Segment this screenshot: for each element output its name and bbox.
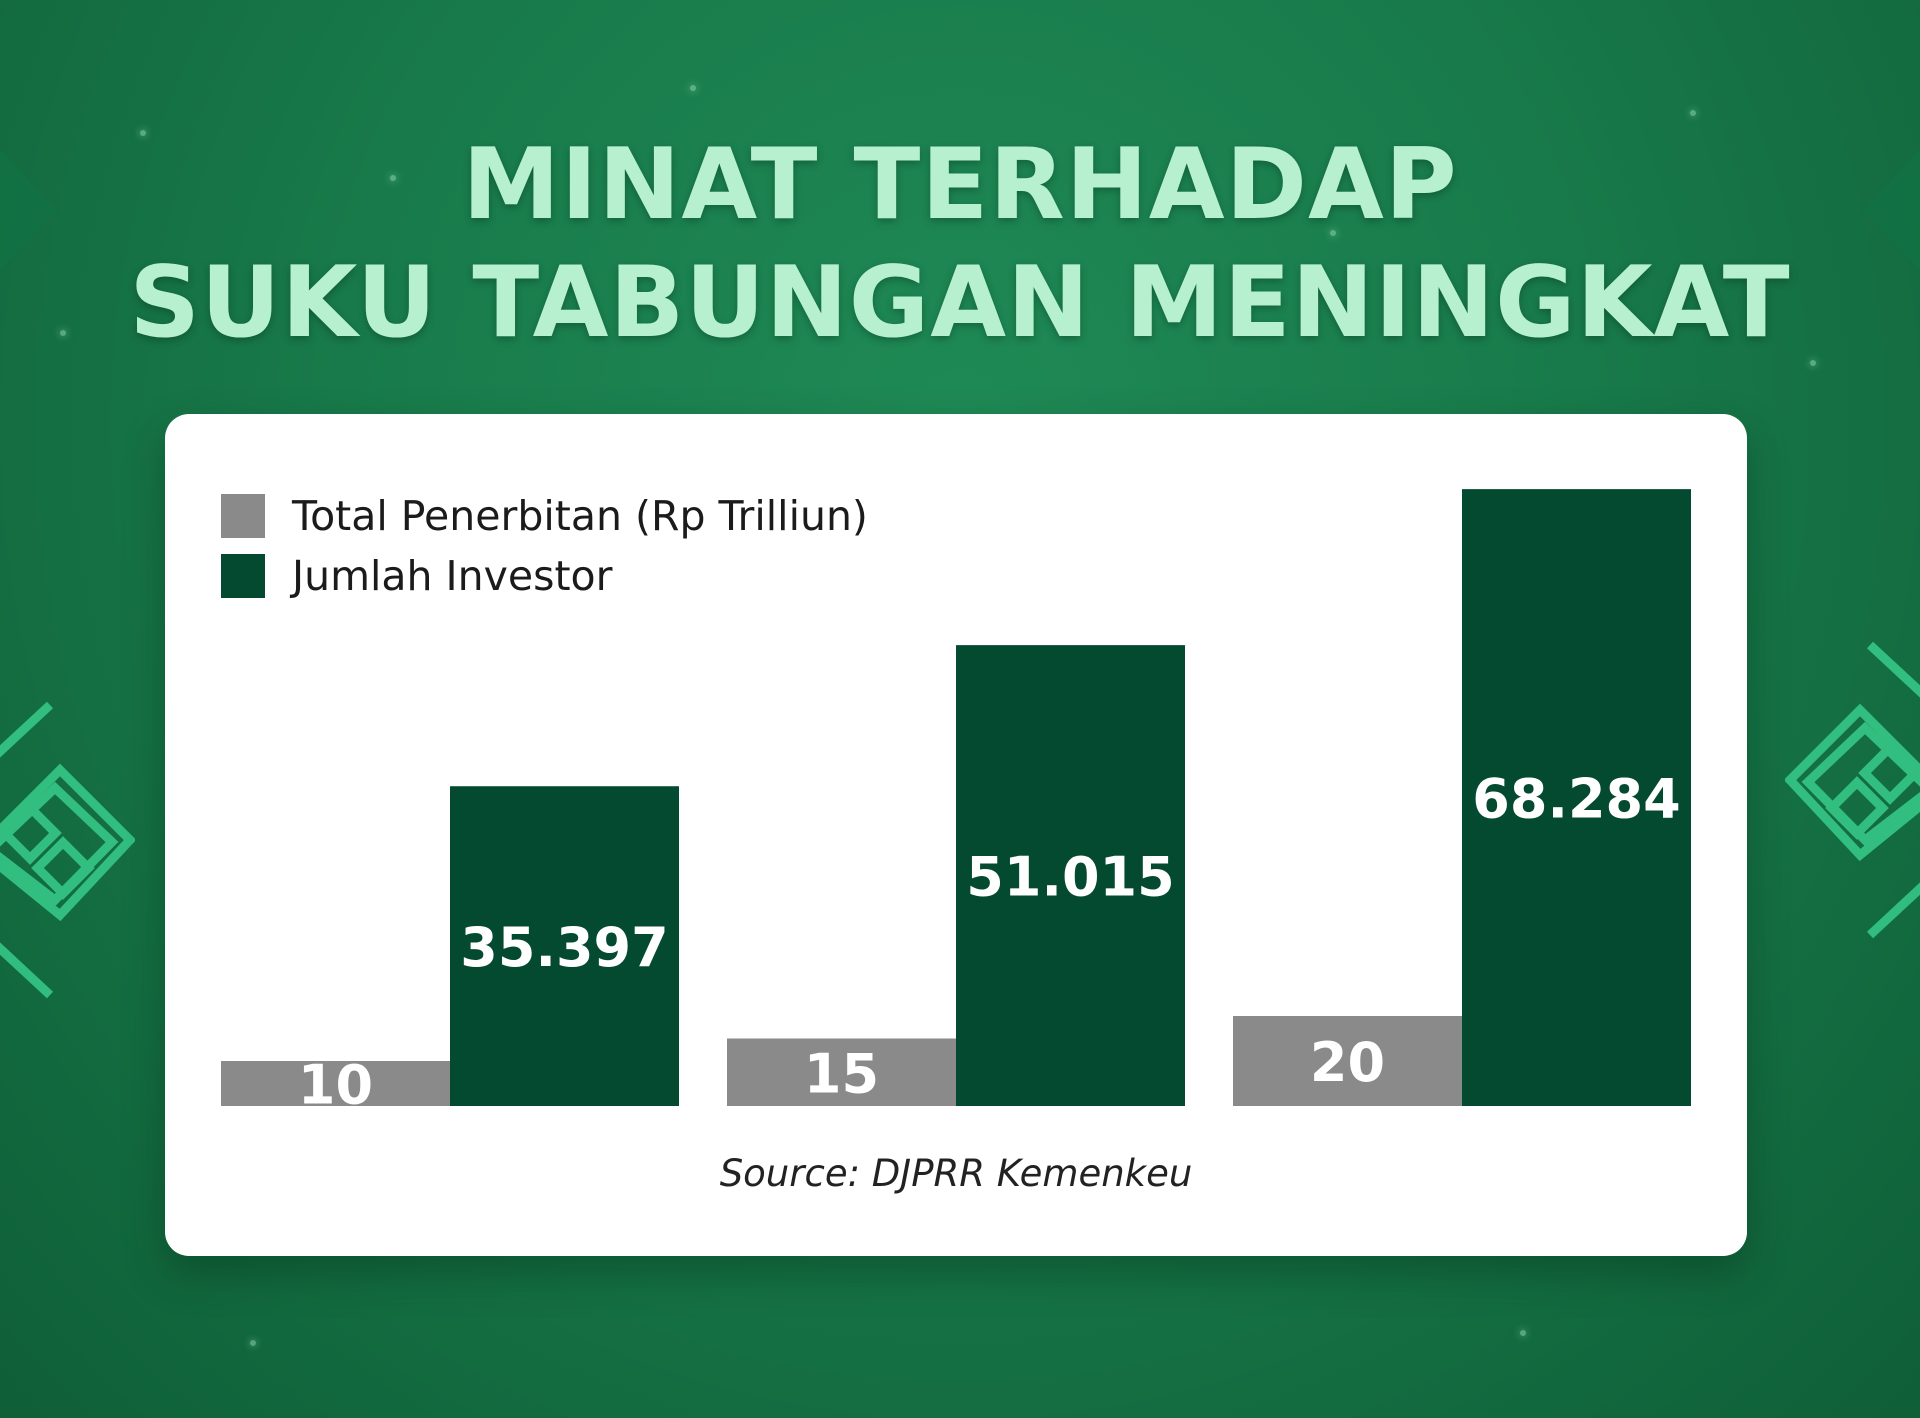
page-title-line-1: MINAT TERHADAP bbox=[462, 128, 1458, 242]
left-pattern-ornament bbox=[0, 701, 135, 999]
left-arrow-ornament bbox=[0, 150, 56, 270]
bar-total-penerbitan bbox=[727, 1038, 956, 1106]
legend-item-total-penerbitan: Total Penerbitan (Rp Trilliun) bbox=[221, 486, 868, 546]
data-label-total-penerbitan: 10 bbox=[298, 1054, 373, 1117]
bar-jumlah-investor bbox=[1462, 489, 1691, 1107]
right-arrow-ornament bbox=[1864, 150, 1920, 270]
sparkle-decoration bbox=[690, 85, 696, 91]
bar-total-penerbitan bbox=[221, 1061, 450, 1106]
sparkle-decoration bbox=[60, 330, 66, 336]
bar-jumlah-investor bbox=[956, 645, 1185, 1106]
source-note: Source: DJPRR Kemenkeu bbox=[719, 1152, 1193, 1195]
sparkle-decoration bbox=[1690, 110, 1696, 116]
sparkle-decoration bbox=[390, 175, 396, 181]
data-label-total-penerbitan: 15 bbox=[804, 1042, 879, 1105]
sparkle-decoration bbox=[1520, 1330, 1526, 1336]
legend-label-jumlah-investor: Jumlah Investor bbox=[292, 552, 613, 600]
bar-total-penerbitan bbox=[1233, 1016, 1462, 1106]
data-label-jumlah-investor: 51.015 bbox=[966, 846, 1174, 909]
chart-legend: Total Penerbitan (Rp Trilliun) Jumlah In… bbox=[221, 486, 868, 606]
sparkle-decoration bbox=[1810, 360, 1816, 366]
right-pattern-ornament bbox=[1785, 641, 1920, 939]
data-label-jumlah-investor: 35.397 bbox=[460, 916, 668, 979]
legend-label-total-penerbitan: Total Penerbitan (Rp Trilliun) bbox=[292, 492, 868, 540]
data-label-total-penerbitan: 20 bbox=[1310, 1031, 1385, 1094]
chart-card: Total Penerbitan (Rp Trilliun) Jumlah In… bbox=[165, 414, 1747, 1256]
legend-swatch-jumlah-investor bbox=[221, 554, 265, 598]
sparkle-decoration bbox=[250, 1340, 256, 1346]
bar-chart: 10 35.397 15 51.015 20 68.284 bbox=[221, 489, 1691, 1117]
sparkle-decoration bbox=[140, 130, 146, 136]
bar-jumlah-investor bbox=[450, 786, 679, 1106]
legend-swatch-total-penerbitan bbox=[221, 494, 265, 538]
sparkle-decoration bbox=[1330, 230, 1336, 236]
page-title-line-2: SUKU TABUNGAN MENINGKAT bbox=[129, 246, 1791, 360]
legend-item-jumlah-investor: Jumlah Investor bbox=[221, 546, 868, 606]
data-label-jumlah-investor: 68.284 bbox=[1472, 768, 1680, 831]
